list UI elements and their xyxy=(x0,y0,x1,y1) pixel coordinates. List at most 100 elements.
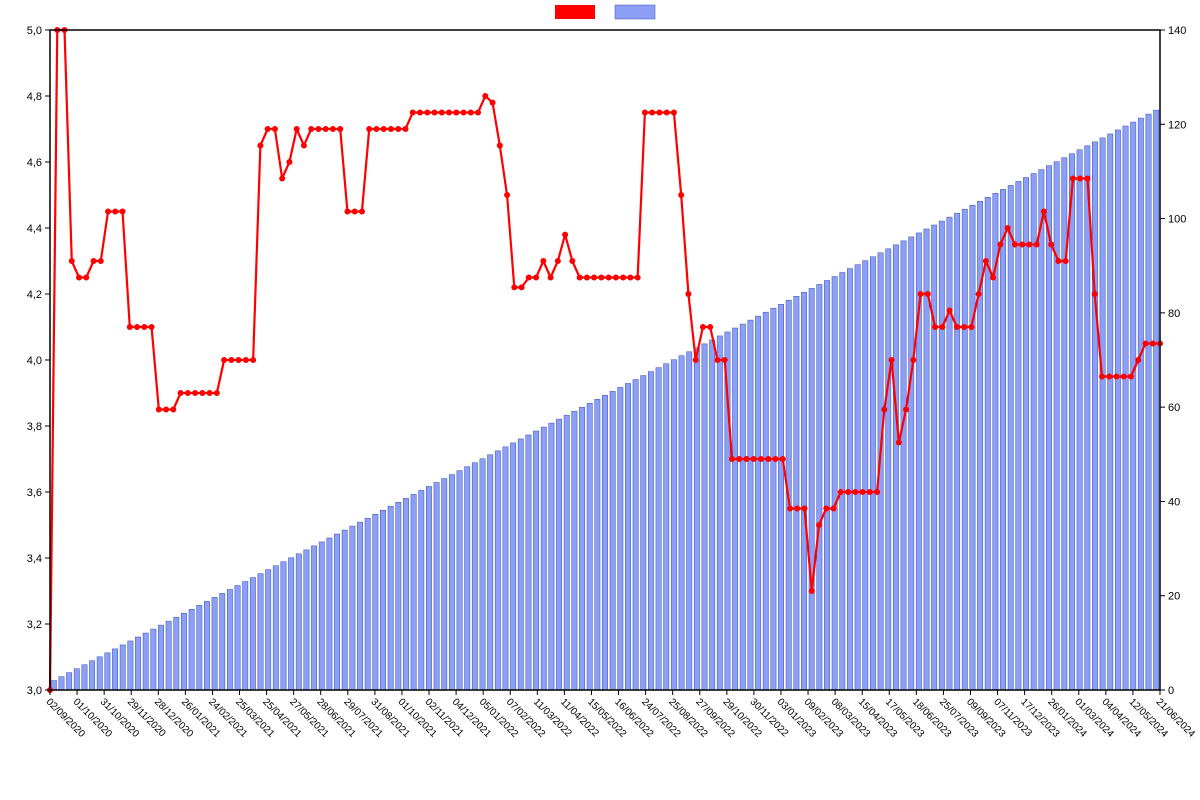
bar xyxy=(1031,174,1036,690)
bar xyxy=(403,498,408,690)
bar xyxy=(564,415,569,690)
bar xyxy=(1077,150,1082,690)
bar xyxy=(342,530,347,690)
bar xyxy=(174,617,179,690)
right-tick-label: 60 xyxy=(1168,402,1180,414)
line-marker xyxy=(214,390,220,396)
bar xyxy=(1016,181,1021,690)
left-tick-label: 4,6 xyxy=(27,157,42,169)
line-marker xyxy=(1142,341,1148,347)
line-marker xyxy=(511,284,517,290)
bar xyxy=(648,372,653,690)
line-marker xyxy=(308,126,314,132)
bar xyxy=(350,526,355,690)
left-tick-label: 3,2 xyxy=(27,619,42,631)
line-marker xyxy=(98,258,104,264)
line-marker xyxy=(548,275,554,281)
bar xyxy=(1115,130,1120,690)
line-marker xyxy=(1012,242,1018,248)
bar xyxy=(702,344,707,690)
line-marker xyxy=(860,489,866,495)
line-marker xyxy=(1150,341,1156,347)
combo-chart: 3,03,23,43,63,84,04,24,44,64,85,00204060… xyxy=(0,0,1200,800)
line-marker xyxy=(381,126,387,132)
bar xyxy=(128,641,133,690)
bar xyxy=(1123,126,1128,690)
left-tick-label: 3,0 xyxy=(27,685,42,697)
line-marker xyxy=(540,258,546,264)
line-marker xyxy=(402,126,408,132)
bar xyxy=(1062,158,1067,690)
left-tick-label: 4,4 xyxy=(27,223,42,235)
bar xyxy=(59,677,64,690)
line-marker xyxy=(1041,209,1047,215)
bar xyxy=(82,665,87,690)
chart-container: 3,03,23,43,63,84,04,24,44,64,85,00204060… xyxy=(0,0,1200,800)
line-marker xyxy=(838,489,844,495)
right-tick-label: 140 xyxy=(1168,25,1186,37)
bar xyxy=(1153,110,1158,690)
line-marker xyxy=(997,242,1003,248)
line-marker xyxy=(889,357,895,363)
bar xyxy=(717,336,722,690)
line-marker xyxy=(772,456,778,462)
bar xyxy=(1069,154,1074,690)
line-marker xyxy=(939,324,945,330)
bar xyxy=(602,395,607,690)
bar xyxy=(778,304,783,690)
bar xyxy=(1023,177,1028,690)
bar xyxy=(472,463,477,690)
bar xyxy=(380,510,385,690)
line-marker xyxy=(236,357,242,363)
line-marker xyxy=(192,390,198,396)
line-marker xyxy=(577,275,583,281)
line-marker xyxy=(315,126,321,132)
line-marker xyxy=(526,275,532,281)
line-marker xyxy=(729,456,735,462)
line-marker xyxy=(410,110,416,116)
line-marker xyxy=(896,440,902,446)
bar xyxy=(886,249,891,690)
line-marker xyxy=(656,110,662,116)
left-tick-label: 3,6 xyxy=(27,487,42,499)
right-tick-label: 100 xyxy=(1168,214,1186,226)
line-marker xyxy=(504,192,510,198)
bar xyxy=(549,423,554,690)
line-marker xyxy=(918,291,924,297)
line-marker xyxy=(714,357,720,363)
line-marker xyxy=(751,456,757,462)
bar xyxy=(105,653,110,690)
bar xyxy=(847,269,852,690)
bar xyxy=(480,459,485,690)
bar xyxy=(304,550,309,690)
bar xyxy=(181,613,186,690)
line-marker xyxy=(490,100,496,106)
line-marker xyxy=(845,489,851,495)
bar xyxy=(166,621,171,690)
line-marker xyxy=(1099,374,1105,380)
line-marker xyxy=(482,93,488,99)
bar xyxy=(204,601,209,690)
bar xyxy=(610,391,615,690)
line-marker xyxy=(366,126,372,132)
line-marker xyxy=(1128,374,1134,380)
line-marker xyxy=(344,209,350,215)
right-tick-label: 120 xyxy=(1168,119,1186,131)
line-marker xyxy=(787,506,793,512)
bar xyxy=(939,221,944,690)
legend-swatch-line xyxy=(555,5,595,19)
bar xyxy=(197,605,202,690)
bar xyxy=(533,431,538,690)
bar xyxy=(220,593,225,690)
bar xyxy=(840,273,845,690)
bar xyxy=(487,455,492,690)
bar xyxy=(671,360,676,690)
bar xyxy=(227,589,232,690)
bar xyxy=(863,261,868,690)
bar xyxy=(365,518,370,690)
line-marker xyxy=(134,324,140,330)
bar xyxy=(801,292,806,690)
bar xyxy=(625,383,630,690)
line-marker xyxy=(780,456,786,462)
bar xyxy=(687,352,692,690)
